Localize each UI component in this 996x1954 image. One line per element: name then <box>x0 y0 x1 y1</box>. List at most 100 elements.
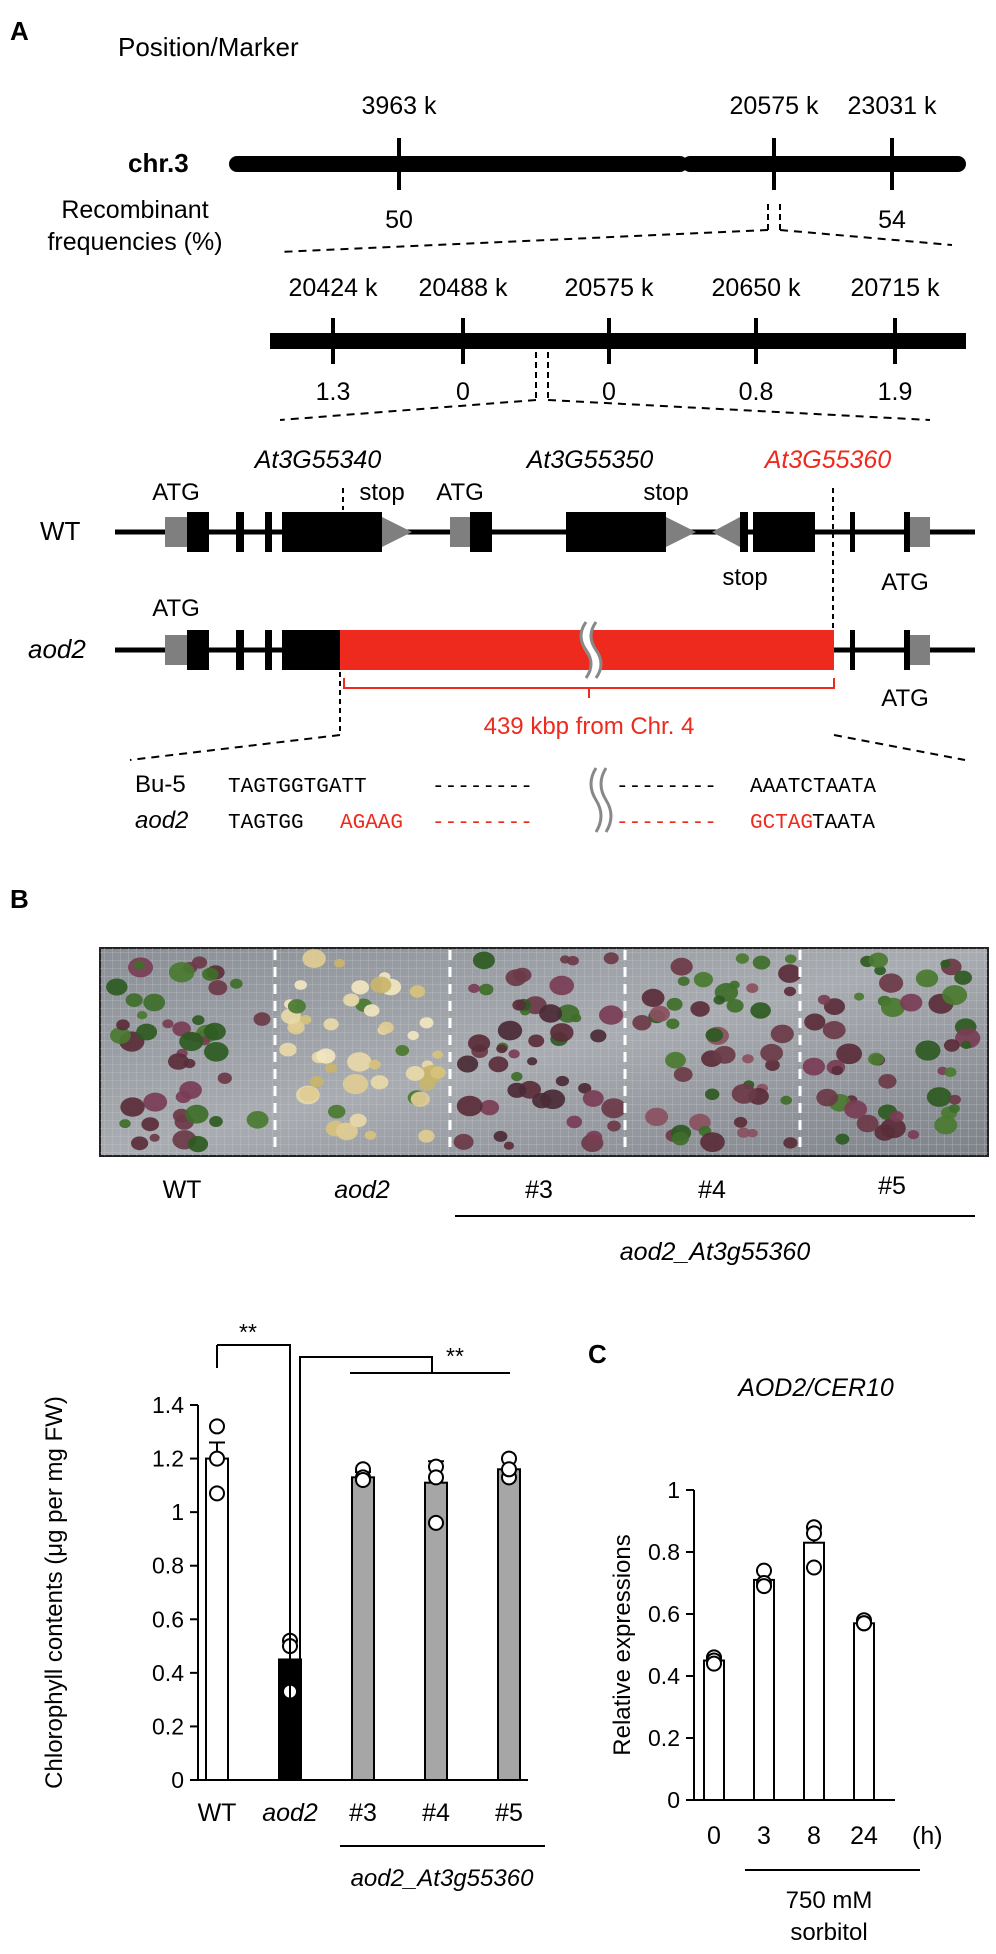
exon-box <box>753 512 815 552</box>
seq-bu5-left: TAGTGGTGATT <box>228 776 367 799</box>
leaf <box>816 1088 839 1107</box>
leaf <box>368 1059 381 1070</box>
leaf <box>488 1056 509 1073</box>
leaf <box>342 1074 369 1095</box>
photo-label: #3 <box>525 1176 553 1204</box>
leaf <box>457 1055 479 1073</box>
leaf <box>550 1023 574 1042</box>
leaf <box>705 1028 724 1043</box>
leaf <box>578 1083 592 1094</box>
leaf <box>566 1115 583 1129</box>
seq-aod2-left: TAGTGG <box>228 812 304 835</box>
y-tick-label: 0 <box>171 1767 184 1793</box>
data-point <box>428 1469 444 1486</box>
exon-box <box>904 630 910 670</box>
marker-position: 20575 k <box>730 92 819 120</box>
leaf <box>960 1040 972 1049</box>
stop-label: stop <box>722 564 767 591</box>
leaf <box>116 1019 130 1031</box>
leaf <box>742 1054 754 1064</box>
leaf <box>926 1087 952 1107</box>
marker-position: 20575 k <box>565 274 654 302</box>
leaf <box>323 1018 339 1031</box>
recombinant-frequency: 1.9 <box>878 378 913 406</box>
leaf <box>804 1013 826 1031</box>
leaf <box>585 1130 603 1144</box>
leaf <box>294 980 307 990</box>
leaf <box>302 949 326 968</box>
leaf <box>760 1043 783 1063</box>
break-symbol <box>589 767 603 833</box>
leaf <box>456 1095 483 1117</box>
bar <box>803 1541 825 1801</box>
significance-bracket <box>299 1356 433 1770</box>
bar <box>853 1622 875 1802</box>
leaf <box>343 993 360 1007</box>
leaf <box>279 1042 297 1057</box>
data-point <box>806 1559 822 1576</box>
leaf <box>671 1131 689 1146</box>
seq-bu5-dash: -------- <box>432 776 533 799</box>
leaf <box>670 957 693 976</box>
leaf <box>948 1104 960 1113</box>
utr-box <box>165 635 187 665</box>
leaf <box>141 1117 159 1132</box>
leaf <box>379 1021 394 1034</box>
leaf <box>370 976 392 994</box>
leaf <box>731 1083 757 1104</box>
x-tick-label: #3 <box>349 1799 377 1827</box>
x-tick-label: 3 <box>757 1822 771 1850</box>
leaf <box>179 1081 202 1100</box>
panel-c-label: C <box>588 1339 607 1369</box>
recombinant-frequency: 0 <box>602 378 616 406</box>
leaf <box>162 1019 174 1029</box>
leaf <box>856 1114 879 1133</box>
leaf <box>172 1021 191 1037</box>
leaf <box>948 1094 961 1105</box>
data-point <box>856 1615 872 1632</box>
bar <box>205 1457 229 1781</box>
leaf <box>192 1015 205 1026</box>
stop-label: stop <box>359 479 404 506</box>
y-tick-label: 0.6 <box>648 1601 680 1627</box>
x-tick-label: #4 <box>422 1799 450 1827</box>
leaf <box>253 1012 271 1026</box>
recombinant-label-line2: frequencies (%) <box>47 228 222 256</box>
data-point <box>209 1485 225 1502</box>
leaf <box>868 1052 884 1066</box>
leaf <box>203 1022 226 1041</box>
leaf <box>942 985 968 1006</box>
recombinant-frequency: 0 <box>456 378 470 406</box>
bar <box>703 1659 725 1801</box>
leaf <box>831 1065 843 1076</box>
x-unit-label: (h) <box>912 1822 943 1850</box>
data-point <box>209 1418 225 1435</box>
leaf <box>822 1021 846 1040</box>
leaf <box>363 1004 380 1017</box>
y-tick-label: 1 <box>667 1477 680 1503</box>
photo-label: #4 <box>698 1176 726 1204</box>
utr-box <box>910 517 930 547</box>
position-marker-heading: Position/Marker <box>118 32 299 62</box>
leaf <box>316 1048 336 1064</box>
data-point <box>806 1525 822 1542</box>
leaf <box>496 1044 508 1054</box>
data-point <box>209 1450 225 1467</box>
plant-photo <box>99 947 989 1157</box>
y-tick-label: 1 <box>171 1499 184 1525</box>
leaf <box>880 997 905 1018</box>
photo-label: WT <box>163 1176 202 1204</box>
seq-aod2-right-red: GCTAG <box>750 812 813 835</box>
exon-box <box>265 512 272 552</box>
leaf <box>246 1111 269 1129</box>
y-tick-label: 0.4 <box>152 1660 184 1686</box>
data-point <box>501 1461 517 1478</box>
group-label: aod2_At3g55360 <box>351 1865 535 1892</box>
leaf <box>879 973 904 993</box>
leaf <box>726 999 744 1013</box>
y-tick-label: 0.4 <box>648 1663 680 1689</box>
y-tick-label: 0.2 <box>648 1725 680 1751</box>
leaf <box>299 1086 319 1102</box>
leaf <box>934 1115 958 1135</box>
leaf <box>328 1104 346 1119</box>
